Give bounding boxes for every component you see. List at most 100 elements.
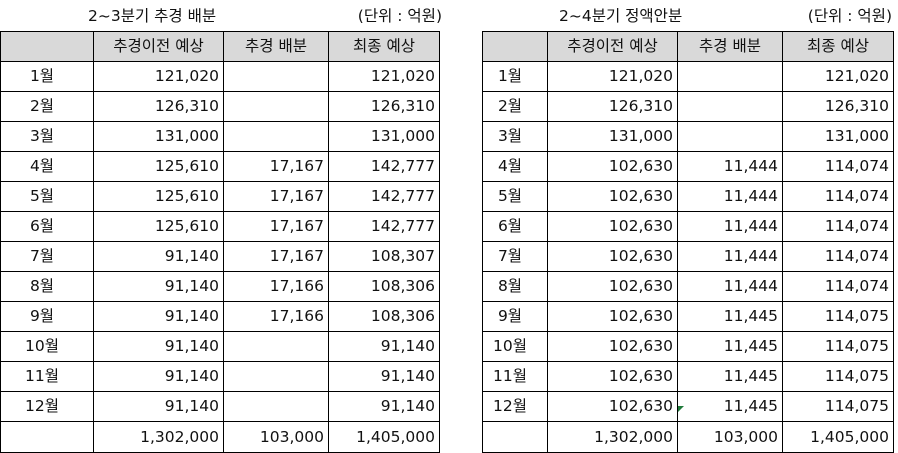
value-cell: 11,444 <box>677 241 783 272</box>
table-row: 12월 91,140 91,140 <box>0 391 440 422</box>
total-label-cell <box>482 421 548 453</box>
value-cell: 11,444 <box>677 151 783 182</box>
right-table: 추경이전 예상 추경 배분 최종 예상 1월 121,020 121,020 2월 126,… <box>482 31 894 453</box>
month-cell: 1월 <box>482 61 548 92</box>
table-row: 3월 131,000 131,000 <box>482 121 894 152</box>
value-cell: 114,075 <box>782 361 894 392</box>
left-caption: 2~3분기 추경 배분 (단위 : 억원) <box>0 0 446 31</box>
value-cell: 17,167 <box>223 181 329 212</box>
month-cell: 7월 <box>0 241 94 272</box>
right-table-title: 2~4분기 정액안분 <box>559 7 683 25</box>
table-row: 2월 126,310 126,310 <box>482 91 894 122</box>
month-cell: 10월 <box>482 331 548 362</box>
month-cell: 7월 <box>482 241 548 272</box>
value-cell: 102,630 <box>547 151 678 182</box>
value-cell: 114,074 <box>782 241 894 272</box>
value-cell: 142,777 <box>328 211 440 242</box>
table-row: 10월 91,140 91,140 <box>0 331 440 362</box>
value-cell: 17,166 <box>223 271 329 302</box>
month-cell: 3월 <box>0 121 94 152</box>
right-unit-label: (단위 : 억원) <box>807 7 892 25</box>
value-cell: 11,445 <box>677 391 783 422</box>
value-cell: 126,310 <box>782 91 894 122</box>
value-cell: 131,000 <box>328 121 440 152</box>
month-cell: 2월 <box>482 91 548 122</box>
month-cell: 12월 <box>482 391 548 422</box>
value-cell: 17,167 <box>223 211 329 242</box>
total-value-cell: 103,000 <box>223 421 329 453</box>
value-cell: 114,075 <box>782 331 894 362</box>
value-cell: 91,140 <box>93 331 224 362</box>
table-row: 6월 102,630 11,444 114,074 <box>482 211 894 242</box>
table-row: 4월 102,630 11,444 114,074 <box>482 151 894 182</box>
value-cell: 126,310 <box>547 91 678 122</box>
total-value-cell: 1,302,000 <box>547 421 678 453</box>
total-value-cell: 1,405,000 <box>328 421 440 453</box>
value-cell: 102,630 <box>547 241 678 272</box>
total-value-cell: 1,405,000 <box>782 421 894 453</box>
left-table: 추경이전 예상 추경 배분 최종 예상 1월 121,020 121,020 2월 126,… <box>0 31 440 453</box>
column-header: 최종 예상 <box>328 31 440 62</box>
value-cell <box>677 121 783 152</box>
table-row: 7월 102,630 11,444 114,074 <box>482 241 894 272</box>
total-value-cell: 1,302,000 <box>93 421 224 453</box>
month-cell: 1월 <box>0 61 94 92</box>
table-row: 1월 121,020 121,020 <box>482 61 894 92</box>
value-cell: 108,306 <box>328 301 440 332</box>
table-row: 8월 102,630 11,444 114,074 <box>482 271 894 302</box>
total-label-cell <box>0 421 94 453</box>
table-row: 4월 125,610 17,167 142,777 <box>0 151 440 182</box>
table-row: 5월 125,610 17,167 142,777 <box>0 181 440 212</box>
value-cell: 121,020 <box>328 61 440 92</box>
month-cell: 3월 <box>482 121 548 152</box>
header-row: 추경이전 예상 추경 배분 최종 예상 <box>0 31 440 62</box>
month-cell: 5월 <box>482 181 548 212</box>
month-cell: 9월 <box>0 301 94 332</box>
value-cell: 142,777 <box>328 181 440 212</box>
value-cell: 121,020 <box>547 61 678 92</box>
value-cell <box>223 391 329 422</box>
table-row: 8월 91,140 17,166 108,306 <box>0 271 440 302</box>
value-cell: 102,630 <box>547 361 678 392</box>
left-panel: 2~3분기 추경 배분 (단위 : 억원) 추경이전 예상 추경 배분 최종 예상 … <box>0 0 446 453</box>
column-header: 추경이전 예상 <box>93 31 224 62</box>
value-cell: 126,310 <box>328 91 440 122</box>
value-cell <box>223 91 329 122</box>
table-row: 9월 91,140 17,166 108,306 <box>0 301 440 332</box>
month-cell: 11월 <box>0 361 94 392</box>
value-cell: 114,074 <box>782 271 894 302</box>
value-cell: 102,630 <box>547 331 678 362</box>
month-cell: 12월 <box>0 391 94 422</box>
month-cell: 10월 <box>0 331 94 362</box>
value-cell: 91,140 <box>93 271 224 302</box>
value-cell: 91,140 <box>93 241 224 272</box>
total-row: 1,302,000 103,000 1,405,000 <box>482 421 894 453</box>
column-header: 추경 배분 <box>223 31 329 62</box>
table-row: 12월 102,630 11,445 114,075 <box>482 391 894 422</box>
month-cell: 6월 <box>482 211 548 242</box>
value-cell: 91,140 <box>93 361 224 392</box>
value-cell: 125,610 <box>93 181 224 212</box>
right-caption: 2~4분기 정액안분 (단위 : 억원) <box>482 0 896 31</box>
table-row: 6월 125,610 17,167 142,777 <box>0 211 440 242</box>
month-cell: 2월 <box>0 91 94 122</box>
table-row: 9월 102,630 11,445 114,075 <box>482 301 894 332</box>
value-cell: 91,140 <box>93 301 224 332</box>
table-row: 10월 102,630 11,445 114,075 <box>482 331 894 362</box>
table-row: 7월 91,140 17,167 108,307 <box>0 241 440 272</box>
total-row: 1,302,000 103,000 1,405,000 <box>0 421 440 453</box>
value-cell: 108,306 <box>328 271 440 302</box>
value-cell: 91,140 <box>93 391 224 422</box>
value-cell: 131,000 <box>782 121 894 152</box>
value-cell: 11,444 <box>677 211 783 242</box>
right-panel: 2~4분기 정액안분 (단위 : 억원) 추경이전 예상 추경 배분 최종 예상 1… <box>482 0 896 453</box>
total-value-cell: 103,000 <box>677 421 783 453</box>
month-cell: 6월 <box>0 211 94 242</box>
month-cell: 4월 <box>482 151 548 182</box>
value-cell: 11,444 <box>677 181 783 212</box>
value-cell <box>223 361 329 392</box>
value-cell: 142,777 <box>328 151 440 182</box>
value-cell: 131,000 <box>93 121 224 152</box>
value-cell: 17,167 <box>223 241 329 272</box>
month-cell: 5월 <box>0 181 94 212</box>
